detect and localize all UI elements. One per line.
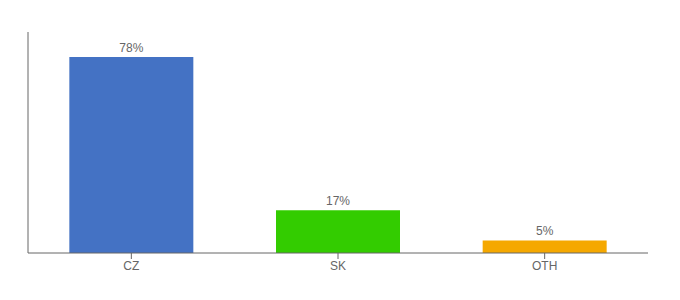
svg-text:5%: 5%	[536, 224, 554, 238]
svg-text:CZ: CZ	[123, 259, 139, 273]
svg-text:78%: 78%	[119, 41, 143, 55]
svg-text:17%: 17%	[326, 194, 350, 208]
svg-text:SK: SK	[330, 259, 346, 273]
svg-text:OTH: OTH	[532, 259, 557, 273]
